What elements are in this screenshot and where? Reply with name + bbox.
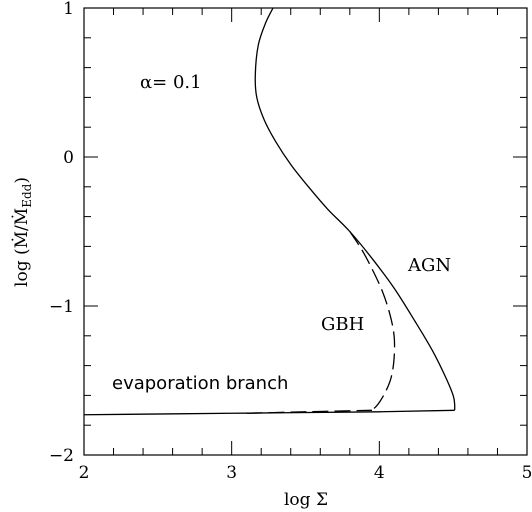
x-tick-label: 5	[522, 463, 532, 483]
series-gbh	[349, 231, 396, 411]
x-tick-label: 2	[79, 463, 90, 483]
plot-frame	[83, 7, 528, 456]
axis-ticks	[83, 7, 528, 456]
y-tick-label: 1	[63, 0, 74, 19]
tick-labels: 2 3 4 5 −2 −1 0 1	[49, 0, 532, 483]
y-tick-label: −2	[49, 446, 74, 466]
y-label-close: )	[12, 177, 32, 184]
evaporation-branch-label: evaporation branch	[112, 373, 288, 394]
x-tick-label: 3	[226, 463, 237, 483]
series-agn	[254, 7, 456, 411]
agn-label: AGN	[407, 255, 451, 276]
alpha-annotation: α= 0.1	[140, 72, 202, 93]
x-axis-label: log Σ	[284, 490, 328, 510]
series-evaporation-branch-gbh	[246, 409, 372, 414]
y-label-mdot: Ṁ	[11, 231, 32, 248]
y-label-mdot-edd: Ṁ	[11, 208, 32, 225]
y-tick-label: −1	[49, 297, 74, 317]
curves	[83, 7, 456, 416]
gbh-label: GBH	[321, 314, 364, 335]
y-label-sub: Edd	[20, 183, 34, 207]
series-evaporation-branch-agn	[83, 409, 455, 416]
y-axis-label: log (Ṁ/ṀEdd)	[11, 177, 34, 287]
svg-text:log (Ṁ/ṀEdd): log (Ṁ/ṀEdd)	[11, 177, 34, 287]
y-tick-label: 0	[63, 148, 74, 168]
x-tick-label: 4	[374, 463, 385, 483]
y-label-prefix: log (	[12, 248, 32, 287]
